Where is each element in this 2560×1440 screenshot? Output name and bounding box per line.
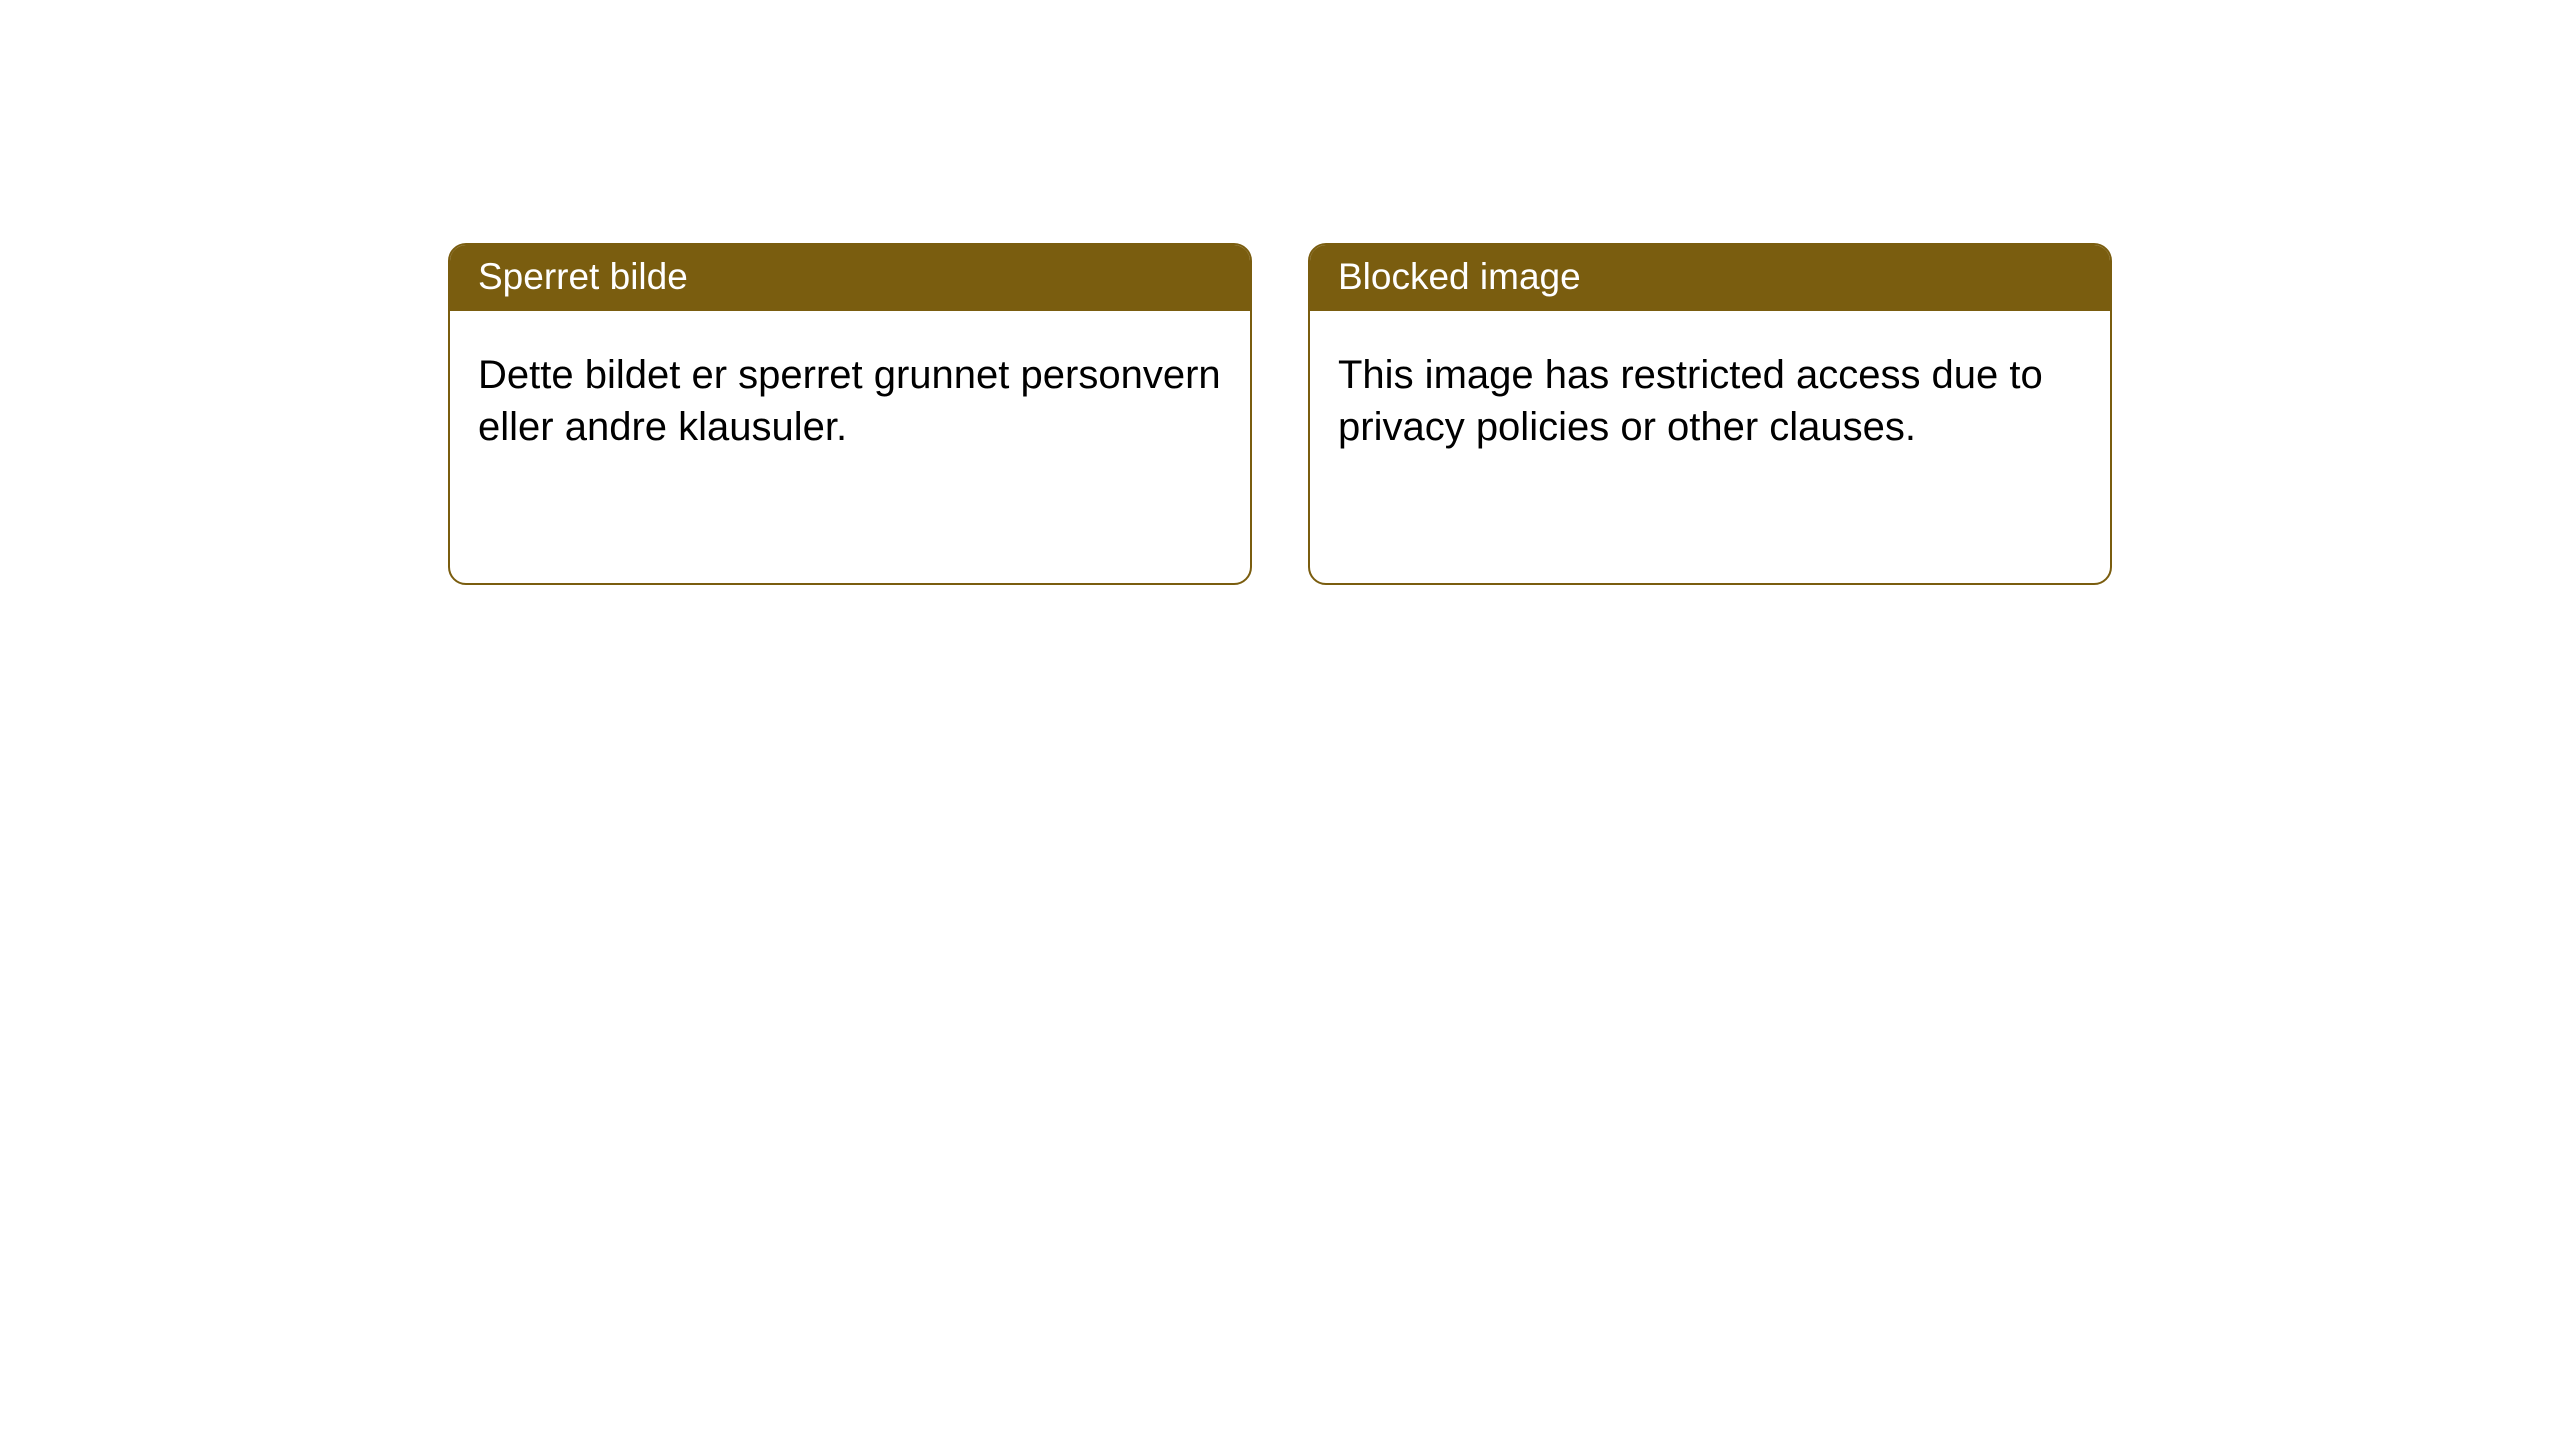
card-title: Blocked image <box>1338 256 1581 297</box>
card-body: Dette bildet er sperret grunnet personve… <box>450 311 1250 583</box>
card-title: Sperret bilde <box>478 256 688 297</box>
card-body-text: Dette bildet er sperret grunnet personve… <box>478 353 1221 449</box>
card-header: Blocked image <box>1310 245 2110 311</box>
card-header: Sperret bilde <box>450 245 1250 311</box>
notice-card-english: Blocked image This image has restricted … <box>1308 243 2112 585</box>
notice-container: Sperret bilde Dette bildet er sperret gr… <box>0 0 2560 585</box>
notice-card-norwegian: Sperret bilde Dette bildet er sperret gr… <box>448 243 1252 585</box>
card-body: This image has restricted access due to … <box>1310 311 2110 583</box>
card-body-text: This image has restricted access due to … <box>1338 353 2043 449</box>
